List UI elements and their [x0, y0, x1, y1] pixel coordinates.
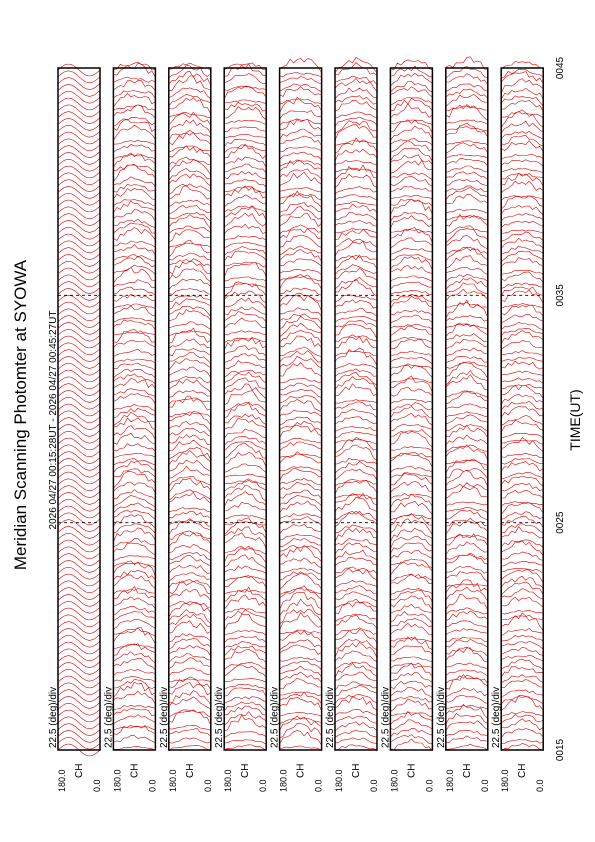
x-tick-label: 0035: [555, 284, 566, 307]
panel-top-label: 180.0: [334, 769, 344, 792]
panel-top-label: 180.0: [500, 769, 510, 792]
scan-traces: [168, 62, 212, 752]
x-axis-label: TIME(UT): [567, 389, 583, 450]
panel-scale: 22.5 (deg)/div: [214, 687, 225, 748]
chart-title: Meridian Scanning Photomter at SYOWA: [11, 259, 30, 570]
channel-label: CH: [517, 764, 528, 778]
channel-label: CH: [240, 764, 251, 778]
scan-traces: [445, 56, 489, 751]
channel-label: CH: [74, 764, 85, 778]
channel-label: CH: [185, 764, 196, 778]
panel-scale: 22.5 (deg)/div: [103, 687, 114, 748]
panel-bottom-label: 0.0: [147, 779, 157, 792]
channel-label: CH: [351, 764, 362, 778]
panel-frame: [168, 67, 212, 751]
panel-top-label: 180.0: [279, 769, 289, 792]
panel-top-label: 180.0: [112, 769, 122, 792]
panel-top-label: 180.0: [223, 769, 233, 792]
scan-traces: [390, 59, 433, 752]
scan-traces: [500, 60, 544, 751]
panel-bottom-label: 0.0: [535, 779, 545, 792]
scan-traces: [113, 61, 156, 751]
panel-bottom-label: 0.0: [424, 779, 434, 792]
panel-scale: 22.5 (deg)/div: [436, 687, 447, 748]
x-tick-label: 0015: [555, 738, 566, 761]
panel-bottom-label: 0.0: [203, 779, 213, 792]
panel-scale: 22.5 (deg)/div: [270, 687, 281, 748]
panel-scale: 22.5 (deg)/div: [159, 687, 170, 748]
panel-bottom-label: 0.0: [92, 779, 102, 792]
channel-label: CH: [296, 764, 307, 778]
chart-subtitle: 2026 04/27 00:15:28UT - 2026 04/27 00:45…: [48, 311, 59, 530]
panel-top-label: 180.0: [445, 769, 455, 792]
panel-bottom-label: 0.0: [369, 779, 379, 792]
panel-scale: 22.5 (deg)/div: [325, 687, 336, 748]
scan-traces: [223, 62, 267, 751]
panel-scale: 22.5 (deg)/div: [48, 687, 59, 748]
x-tick-label: 0045: [555, 56, 566, 79]
panel-scale: 22.5 (deg)/div: [380, 687, 391, 748]
panel-top-label: 180.0: [57, 769, 67, 792]
panel-top-label: 180.0: [168, 769, 178, 792]
panel-top-label: 180.0: [389, 769, 399, 792]
scan-traces: [279, 58, 322, 752]
panel-bottom-label: 0.0: [480, 779, 490, 792]
scan-traces: [57, 63, 101, 757]
x-tick-label: 0025: [555, 511, 566, 534]
channel-label: CH: [462, 764, 473, 778]
rotated-plot: Meridian Scanning Photomter at SYOWA 202…: [11, 56, 583, 792]
panel-bottom-label: 0.0: [314, 779, 324, 792]
scan-traces: [334, 56, 378, 752]
channel-label: CH: [129, 764, 140, 778]
panel-bottom-label: 0.0: [258, 779, 268, 792]
channel-label: CH: [406, 764, 417, 778]
panel-scale: 22.5 (deg)/div: [491, 687, 502, 748]
